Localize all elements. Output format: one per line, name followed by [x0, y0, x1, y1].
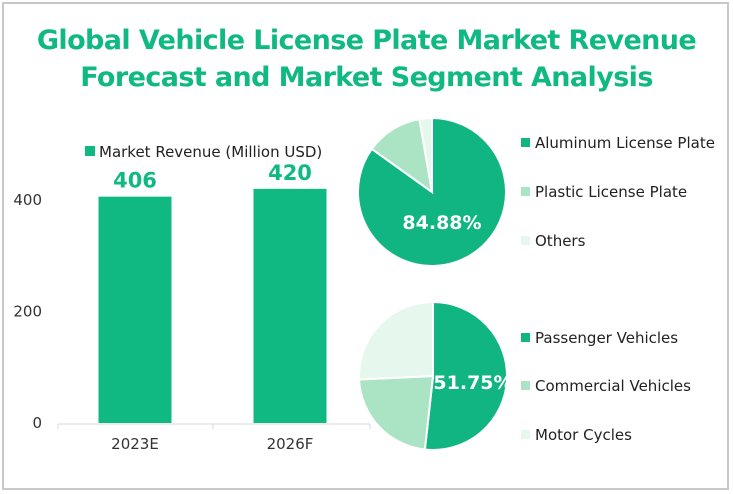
material-pie-legend-label: Plastic License Plate [535, 183, 687, 201]
x-tick-label: 2023E [111, 435, 159, 453]
material-pie-data-label: 84.88% [402, 212, 481, 234]
legend-label-market-revenue: Market Revenue (Million USD) [99, 143, 322, 161]
material-pie-legend-swatch [521, 236, 530, 245]
bar-2023E [98, 196, 172, 423]
material-pie-legend-swatch [521, 187, 530, 196]
material-pie-slice [370, 117, 434, 195]
vehicle-pie-slice [423, 300, 508, 451]
bar-data-label: 406 [113, 169, 157, 193]
chart-title-line-2: Forecast and Market Segment Analysis [80, 62, 653, 93]
y-tick-label: 400 [13, 191, 42, 209]
material-pie-slice [418, 116, 433, 193]
chart-title-line-1: Global Vehicle License Plate Market Reve… [36, 25, 697, 56]
bar-2026F [253, 188, 327, 423]
bar-data-label: 420 [268, 161, 312, 185]
vehicle-pie-legend-swatch [521, 333, 530, 342]
vehicle-pie-legend-label: Commercial Vehicles [535, 377, 691, 395]
vehicle-pie-legend-swatch [521, 381, 530, 390]
chart-title: Global Vehicle License Plate Market Reve… [0, 22, 733, 96]
legend-swatch-market-revenue [85, 146, 95, 156]
chart-frame [2, 2, 729, 490]
y-tick-label: 200 [13, 303, 42, 321]
material-pie-legend-swatch [521, 138, 530, 147]
vehicle-pie-legend-swatch [521, 430, 530, 439]
vehicle-pie-legend-label: Motor Cycles [535, 426, 632, 444]
x-tick-label: 2026F [267, 435, 314, 453]
vehicle-pie-slice [358, 374, 435, 451]
material-pie-legend-label: Aluminum License Plate [535, 134, 715, 152]
vehicle-pie-legend-label: Passenger Vehicles [535, 329, 678, 347]
vehicle-pie-data-label: 51.75% [433, 372, 512, 394]
vehicle-pie-slice [358, 300, 434, 381]
material-pie-legend-label: Others [535, 232, 586, 250]
y-tick-label: 0 [32, 414, 42, 432]
